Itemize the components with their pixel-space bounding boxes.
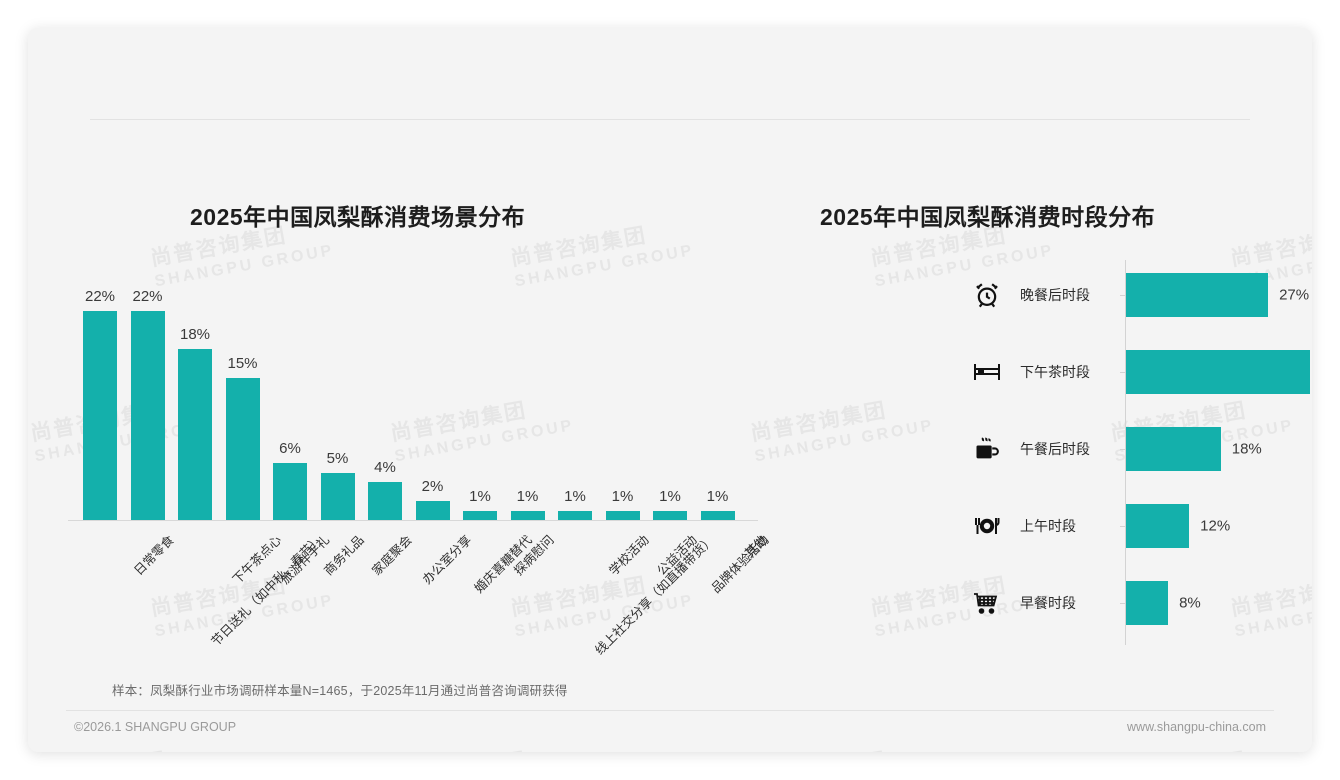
timeslot-row[interactable]: 上午时段 12%	[908, 499, 1308, 553]
alarm-clock-icon	[970, 278, 1004, 312]
bar[interactable]	[225, 377, 260, 520]
bar-column[interactable]: 5%	[314, 260, 362, 520]
timeslot-category-label: 午餐后时段	[1020, 441, 1090, 457]
bar-column[interactable]: 22%	[76, 260, 124, 520]
bar-category-label: 学校活动	[606, 532, 652, 579]
bar-value-label: 1%	[564, 487, 586, 505]
bar[interactable]	[558, 510, 592, 520]
bar-value-label: 1%	[706, 487, 729, 505]
bar-value-label: 12%	[1200, 517, 1231, 535]
bar-value-label: 1%	[659, 487, 681, 505]
footer-divider	[66, 710, 1274, 711]
bar-category-label: 办公室分享	[420, 532, 475, 587]
axis-tick	[1120, 526, 1126, 527]
bar-column[interactable]: 15%	[219, 260, 267, 520]
bar-value-label: 1%	[469, 487, 491, 505]
vertical-bars-plot: 22% 22% 18% 15% 6% 5% 4% 2% 1% 1% 1% 1% 1% 1%	[58, 260, 758, 520]
bar-value-label: 2%	[421, 478, 444, 495]
bar[interactable]	[1126, 427, 1221, 471]
timeslot-row[interactable]: 晚餐后时段 27%	[908, 268, 1310, 322]
bar-value-label: 18%	[179, 326, 211, 343]
scene-distribution-bar-chart: 22% 22% 18% 15% 6% 5% 4% 2% 1% 1% 1% 1% 1% 1% 日常零食 节日送…	[58, 260, 772, 680]
timeslot-row[interactable]: 午餐后时段 18%	[908, 422, 1308, 476]
vertical-chart-category-labels: 日常零食 节日送礼（如中秋、春节） 下午茶点心 旅游伴手礼 商务礼品 家庭聚会 办公室分享婚…	[58, 526, 771, 676]
bar[interactable]	[273, 463, 307, 520]
bar[interactable]	[1126, 273, 1269, 317]
bar[interactable]	[320, 472, 355, 520]
bar[interactable]	[83, 311, 117, 520]
axis-tick	[1120, 603, 1126, 604]
website-url[interactable]: www.shangpu-china.com	[1127, 720, 1266, 734]
timeslot-category-label: 早餐时段	[1020, 595, 1076, 611]
header-bar	[28, 28, 1312, 120]
bar[interactable]	[130, 311, 165, 520]
header-divider	[90, 119, 1250, 120]
bar-column[interactable]: 1%	[456, 260, 504, 520]
timeslot-distribution-bar-chart: 晚餐后时段 27% 下午茶时段35% 午餐后时段 18% 上午时段 12% 早餐时段 8%	[908, 260, 1311, 660]
bar-value-label: 8%	[1179, 594, 1201, 612]
bar-value-label: 6%	[279, 440, 301, 457]
bar-column[interactable]: 1%	[646, 260, 694, 520]
bar-column[interactable]: 4%	[361, 260, 409, 520]
bar-column[interactable]: 1%	[694, 260, 742, 520]
horizontal-chart-axis-line	[1125, 260, 1126, 645]
chart-title-timeslot: 2025年中国凤梨酥消费时段分布	[820, 204, 1156, 230]
bar[interactable]	[415, 501, 450, 520]
bar-column[interactable]: 18%	[171, 260, 219, 520]
bar-category-label: 日常零食	[131, 532, 177, 579]
bar-column[interactable]: 1%	[551, 260, 599, 520]
bar-column[interactable]: 2%	[409, 260, 457, 520]
bar-value-label: 22%	[84, 288, 116, 305]
bar-category-label: 线上社交分享（如直播带货）	[591, 532, 717, 658]
infographic-card: 尚普咨询集团 SHANGPU GROUP 尚普咨询集团 SHANGPU GROUP 尚普…	[28, 28, 1312, 752]
chart-title-scene: 2025年中国凤梨酥消费场景分布	[190, 204, 526, 230]
bed-icon	[970, 355, 1004, 389]
hot-beverage-icon	[970, 432, 1004, 466]
copyright-text: ©2026.1 SHANGPU GROUP	[74, 720, 237, 734]
vertical-chart-baseline	[68, 520, 758, 521]
bar[interactable]	[463, 510, 497, 520]
timeslot-row[interactable]: 早餐时段 8%	[908, 576, 1308, 630]
timeslot-category-label: 下午茶时段	[1020, 364, 1090, 380]
timeslot-row[interactable]: 下午茶时段35%	[908, 345, 1311, 399]
bar-value-label: 15%	[227, 354, 258, 372]
bar-value-label: 4%	[374, 459, 396, 476]
sample-footnote: 样本：凤梨酥行业市场调研样本量N=1465，于2025年11月通过尚普咨询调研获…	[112, 684, 568, 698]
bar-category-label: 家庭聚会	[368, 532, 415, 579]
axis-tick	[1120, 295, 1126, 296]
bar-column[interactable]: 6%	[266, 260, 314, 520]
bar-value-label: 27%	[1279, 286, 1310, 304]
bar-column[interactable]: 22%	[124, 260, 172, 520]
bar-value-label: 5%	[326, 449, 349, 467]
timeslot-category-label: 上午时段	[1020, 518, 1076, 534]
bar-value-label: 18%	[1231, 440, 1262, 458]
bar[interactable]	[510, 510, 545, 520]
charts-region: 2025年中国凤梨酥消费场景分布 2025年中国凤梨酥消费时段分布 22% 22%…	[28, 120, 1312, 690]
bar-value-label: 22%	[132, 288, 163, 305]
bar[interactable]	[1126, 581, 1169, 625]
bar[interactable]	[1126, 350, 1311, 394]
bar-column[interactable]: 1%	[504, 260, 552, 520]
shopping-cart-icon	[970, 586, 1004, 620]
axis-tick	[1120, 372, 1126, 373]
bar[interactable]	[178, 349, 212, 520]
bar[interactable]	[653, 510, 687, 520]
axis-tick	[1120, 449, 1126, 450]
bar[interactable]	[1126, 504, 1190, 548]
bar[interactable]	[368, 482, 402, 520]
bar-value-label: 1%	[611, 487, 634, 505]
bar[interactable]	[605, 510, 640, 520]
bar-column[interactable]: 1%	[599, 260, 647, 520]
plate-cutlery-icon	[970, 509, 1004, 543]
bar-value-label: 1%	[516, 487, 539, 505]
timeslot-category-label: 晚餐后时段	[1020, 287, 1090, 303]
bar[interactable]	[700, 510, 735, 520]
